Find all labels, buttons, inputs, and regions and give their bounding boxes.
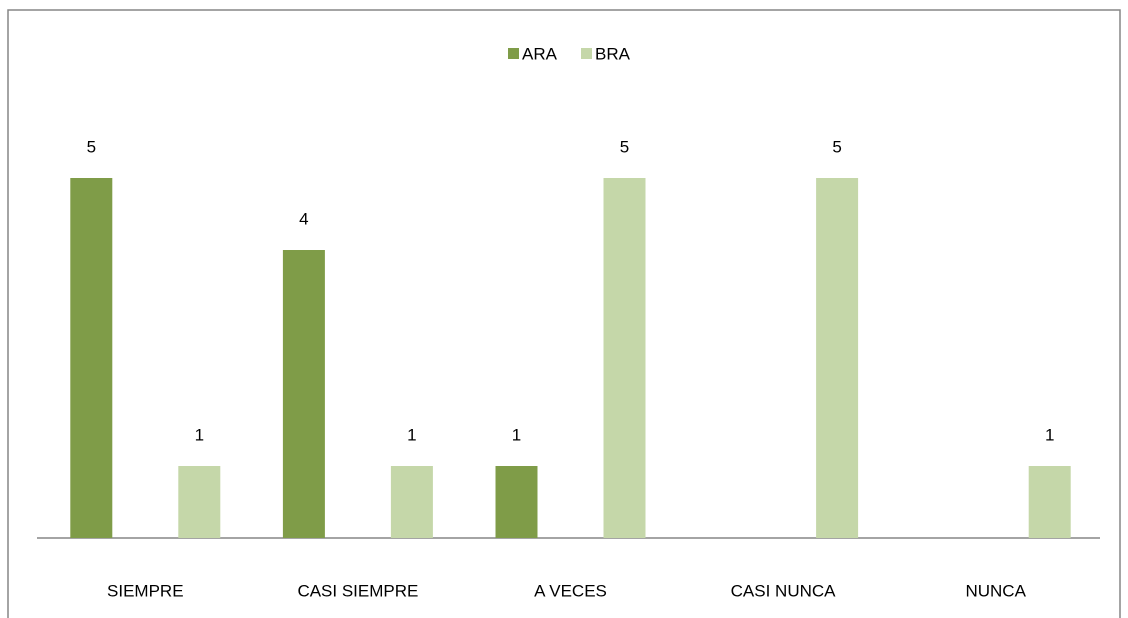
bar [178, 466, 221, 538]
data-label: 5 [620, 137, 629, 156]
data-label: 1 [407, 425, 416, 444]
data-label: 5 [832, 137, 841, 156]
data-label: 1 [512, 425, 521, 444]
bar [70, 178, 113, 538]
chart-frame [7, 9, 1121, 618]
legend-swatch [581, 48, 592, 59]
bar [816, 178, 859, 538]
x-tick-label: NUNCA [965, 581, 1026, 600]
data-label: 1 [195, 425, 204, 444]
x-tick-label: A VECES [534, 581, 607, 600]
bar [282, 250, 325, 538]
legend-swatch [508, 48, 519, 59]
bar [390, 466, 433, 538]
x-tick-label: SIEMPRE [107, 581, 184, 600]
legend-label: ARA [522, 44, 558, 63]
x-tick-label: CASI NUNCA [731, 581, 837, 600]
bar [1028, 466, 1071, 538]
data-label: 4 [299, 209, 308, 228]
x-tick-label: CASI SIEMPRE [297, 581, 418, 600]
legend-label: BRA [595, 44, 631, 63]
data-label: 5 [87, 137, 96, 156]
bar [603, 178, 646, 538]
bar [495, 466, 538, 538]
data-label: 1 [1045, 425, 1054, 444]
